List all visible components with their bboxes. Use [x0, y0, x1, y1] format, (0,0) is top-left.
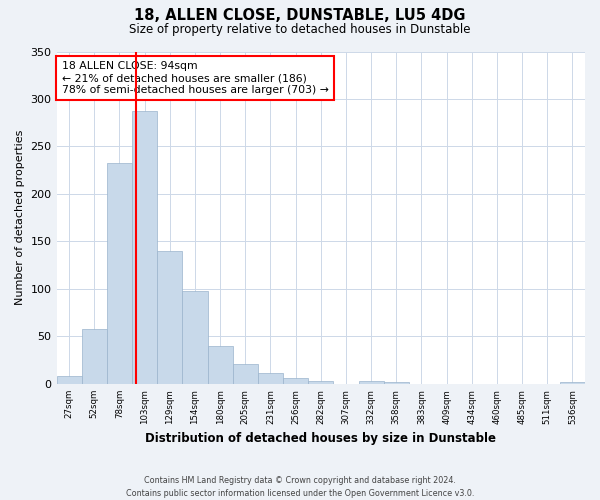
Bar [233, 364, 258, 384]
Bar [182, 291, 208, 384]
Bar [560, 382, 585, 384]
Text: 18 ALLEN CLOSE: 94sqm
← 21% of detached houses are smaller (186)
78% of semi-det: 18 ALLEN CLOSE: 94sqm ← 21% of detached … [62, 62, 329, 94]
Bar [283, 378, 308, 384]
Bar [208, 346, 233, 384]
Y-axis label: Number of detached properties: Number of detached properties [15, 130, 25, 306]
Bar [157, 251, 182, 384]
Bar [107, 162, 132, 384]
Text: Contains HM Land Registry data © Crown copyright and database right 2024.
Contai: Contains HM Land Registry data © Crown c… [126, 476, 474, 498]
Bar [258, 374, 283, 384]
Bar [132, 112, 157, 384]
Bar [56, 376, 82, 384]
Bar [359, 381, 383, 384]
Bar [82, 329, 107, 384]
X-axis label: Distribution of detached houses by size in Dunstable: Distribution of detached houses by size … [145, 432, 496, 445]
Text: Size of property relative to detached houses in Dunstable: Size of property relative to detached ho… [129, 22, 471, 36]
Text: 18, ALLEN CLOSE, DUNSTABLE, LU5 4DG: 18, ALLEN CLOSE, DUNSTABLE, LU5 4DG [134, 8, 466, 22]
Bar [383, 382, 409, 384]
Bar [308, 381, 334, 384]
